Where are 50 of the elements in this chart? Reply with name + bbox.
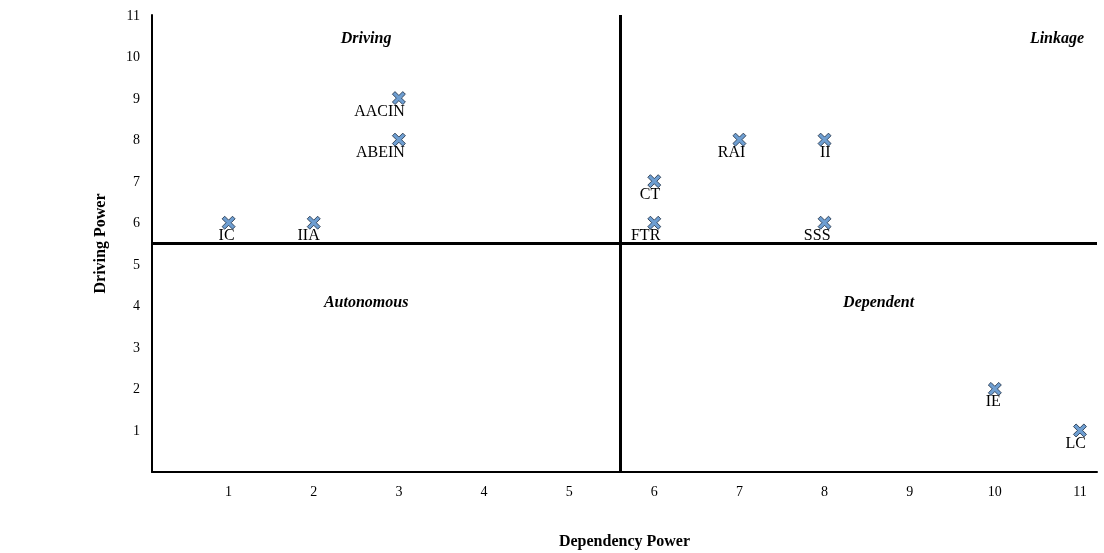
- x-tick-label: 8: [821, 483, 829, 499]
- annotation: Dependent: [842, 293, 915, 311]
- annotation: SSS: [803, 226, 831, 244]
- y-tick-label: 10: [126, 49, 140, 65]
- annotation: RAI: [717, 143, 746, 161]
- point: [647, 174, 662, 189]
- x-tick-label: 1: [225, 483, 233, 499]
- annotation: II: [819, 143, 831, 161]
- point: [221, 215, 236, 230]
- y-tick-label: 4: [133, 298, 140, 314]
- x-axis-title: Dependency Power: [558, 531, 691, 550]
- annotation: IC: [218, 226, 235, 244]
- y-tick-label: 11: [126, 7, 140, 23]
- point: [391, 132, 406, 147]
- point: [987, 381, 1002, 396]
- annotation: Autonomous: [322, 293, 409, 310]
- x-tick-label: 11: [1073, 483, 1087, 499]
- annotation: ABEIN: [356, 143, 406, 161]
- annotation: Driving: [339, 28, 392, 47]
- annotation: FTR: [630, 226, 661, 244]
- x-tick-label: 3: [395, 483, 403, 499]
- y-tick-label: 6: [133, 215, 140, 231]
- y-tick-label: 5: [133, 256, 140, 272]
- y-tick-label: 2: [133, 381, 140, 397]
- point: [817, 132, 832, 147]
- x-tick-label: 5: [565, 483, 573, 499]
- annotation: Linkage: [1028, 28, 1085, 47]
- x-tick-label: 4: [480, 483, 488, 499]
- point: [647, 215, 662, 230]
- annotation: AACIN: [354, 101, 406, 119]
- annotation: CT: [639, 184, 661, 202]
- point: [817, 215, 832, 230]
- point: [1072, 423, 1087, 438]
- annotation: IIA: [297, 226, 321, 244]
- x-tick-label: 10: [987, 483, 1002, 499]
- annotation: IE: [985, 392, 1001, 410]
- y-tick-label: 7: [133, 173, 140, 189]
- x-tick-label: 2: [310, 483, 318, 499]
- y-tick-label: 8: [133, 132, 140, 148]
- x-tick-label: 9: [906, 483, 914, 499]
- x-tick-label: 6: [650, 483, 658, 499]
- y-tick-label: 3: [133, 339, 140, 355]
- y-axis-title: Driving Power: [90, 193, 109, 294]
- annotation: LC: [1065, 433, 1086, 451]
- y-tick-label: 9: [133, 90, 140, 106]
- x-tick-label: 7: [735, 483, 743, 499]
- point: [391, 91, 406, 106]
- point: [306, 215, 321, 230]
- y-tick-label: 1: [133, 422, 140, 438]
- point: [732, 132, 747, 147]
